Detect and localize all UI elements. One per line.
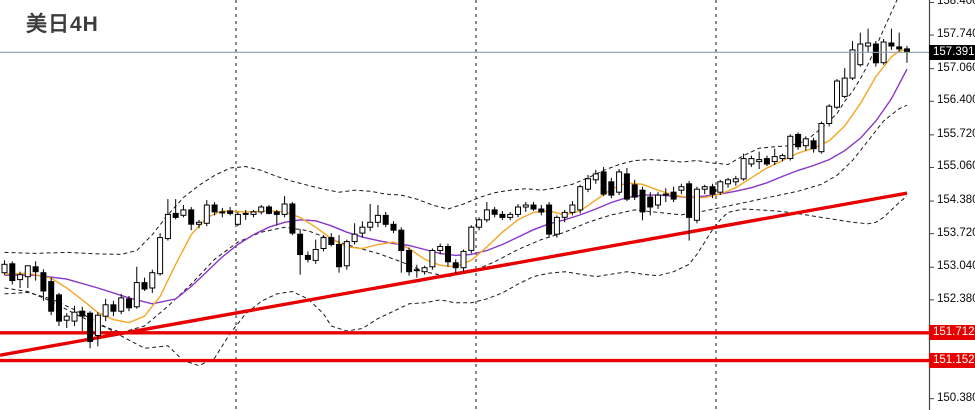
y-axis-label: 155.720: [937, 127, 975, 140]
y-axis-label: 150.380: [937, 391, 975, 404]
support-price-marker-2: 151.152: [929, 353, 975, 369]
support-price-marker-1: 151.712: [929, 325, 975, 341]
y-axis-label: 157.060: [937, 61, 975, 74]
vertical-gridlines: [235, 0, 717, 410]
y-axis-label: 157.740: [937, 28, 975, 41]
y-axis: [928, 0, 934, 410]
moving-averages: [4, 48, 908, 324]
y-axis-label: 155.060: [937, 160, 975, 173]
red-trendlines[interactable]: [0, 191, 929, 363]
candles: [1, 28, 910, 349]
y-axis-label: 154.380: [937, 194, 975, 207]
chart-title: 美日4H: [26, 13, 99, 36]
bollinger-bands: [4, 0, 908, 367]
y-axis-label: 158.400: [937, 0, 975, 8]
y-axis-label: 152.380: [937, 292, 975, 305]
current-price-marker: 157.391: [929, 44, 975, 60]
y-axis-label: 156.400: [937, 94, 975, 107]
y-axis-label: 153.040: [937, 260, 975, 273]
y-axis-label: 153.720: [937, 226, 975, 239]
